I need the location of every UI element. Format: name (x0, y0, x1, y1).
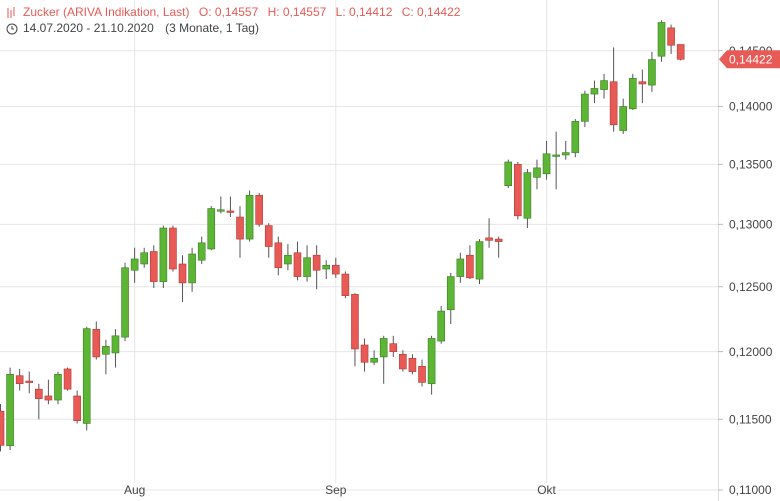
ohlc-label: H: 0,14557 (268, 5, 327, 19)
candle-body (370, 357, 378, 363)
candle-body (207, 208, 216, 250)
y-tick-label: 0,12500 (729, 280, 773, 294)
ohlc-label: O: 0,14557 (199, 5, 259, 19)
candle-body (609, 81, 618, 126)
candle-body (475, 241, 484, 280)
candle-body (197, 242, 206, 261)
candle-body (322, 264, 331, 270)
x-tick-label: Aug (124, 483, 145, 497)
candle-body (676, 44, 685, 60)
candle-body (54, 374, 62, 401)
candle-body (552, 154, 560, 157)
y-tick-label: 0,13000 (729, 218, 773, 232)
candle-body (111, 335, 120, 354)
y-tick-label: 0,13500 (729, 158, 773, 172)
candle-body (303, 257, 311, 277)
candle-body (638, 81, 647, 85)
candle-body (178, 263, 187, 284)
chart-icon (7, 7, 15, 18)
candle-body (331, 264, 340, 275)
candle-body (226, 210, 235, 213)
candle-body (514, 164, 522, 217)
candle-body (648, 59, 656, 86)
candle-body (657, 22, 666, 57)
header-line: Zucker (ARIVA Indikation, Last) O: 0,145… (23, 5, 461, 19)
candle-body (284, 254, 292, 265)
candle-body (533, 167, 541, 178)
candle-body (667, 27, 675, 46)
candle-body (188, 253, 196, 284)
candle-body (102, 346, 110, 355)
plot-area (0, 0, 723, 491)
candle-body (389, 343, 398, 352)
candle-body (312, 254, 321, 271)
candle-body (351, 294, 359, 350)
y-tick-label: 0,11500 (729, 412, 772, 426)
candle-body (25, 380, 34, 383)
clock-icon (6, 23, 18, 35)
candle-body (0, 410, 5, 446)
last-price-label: 0,14422 (729, 52, 773, 66)
candle-body (581, 93, 589, 122)
candle-body (92, 328, 101, 358)
candle-body (217, 209, 225, 212)
candle-body (437, 310, 445, 342)
candle-body (456, 258, 465, 277)
candle-body (6, 374, 14, 447)
last-price-box (719, 50, 780, 69)
candle-body (542, 153, 551, 175)
candle-body (121, 267, 129, 338)
x-tick-label: Sep (325, 483, 347, 497)
candle-body (341, 273, 350, 296)
y-tick-label: 0,14000 (729, 100, 773, 114)
candle-body (408, 357, 417, 372)
candle-body (571, 121, 580, 153)
x-tick-label: Okt (537, 483, 556, 497)
candle-body (35, 388, 43, 399)
subtitle: 14.07.2020 - 21.10.2020 (23, 21, 154, 35)
ohlc-label: L: 0,14412 (336, 5, 393, 19)
candle-body (494, 238, 503, 242)
header: Zucker (ARIVA Indikation, Last) O: 0,145… (6, 5, 461, 35)
candle-body (561, 152, 570, 156)
candle-body (73, 395, 81, 421)
candle-body (379, 338, 388, 358)
candle-body (274, 242, 283, 269)
candle-body (399, 353, 407, 370)
y-tick-label: 0,12000 (729, 345, 773, 359)
candle-body (245, 194, 254, 240)
candle-body (293, 252, 302, 277)
candle-body (149, 251, 158, 282)
candle-body (63, 368, 72, 390)
candle-body (159, 227, 168, 282)
y-tick-label: 0,11000 (729, 483, 772, 497)
candle-body (466, 254, 474, 279)
candle-body (628, 78, 637, 110)
candle-body (504, 161, 513, 186)
subtitle-line: 14.07.2020 - 21.10.2020 (3 Monate, 1 Tag… (23, 21, 259, 35)
candle-body (418, 365, 426, 383)
candle-body (446, 276, 455, 311)
candle-body (82, 328, 91, 424)
candle-body (236, 216, 244, 240)
ohlc-label: C: 0,14422 (402, 5, 461, 19)
candle-body (264, 225, 273, 247)
candle-body (523, 172, 532, 219)
period: (3 Monate, 1 Tag) (165, 21, 259, 35)
candle-body (169, 227, 177, 270)
candle-body (619, 106, 628, 131)
candle-body (44, 395, 53, 401)
candle-body (15, 375, 24, 385)
candle-body (427, 338, 436, 385)
candle-body (360, 344, 369, 363)
candle-body (600, 80, 608, 90)
candle-body (590, 88, 599, 95)
chart-title: Zucker (ARIVA Indikation, Last) (23, 5, 190, 19)
candle-body (485, 237, 493, 241)
candle-body (255, 194, 263, 225)
candle-body (130, 258, 139, 271)
candle-body (140, 252, 148, 265)
